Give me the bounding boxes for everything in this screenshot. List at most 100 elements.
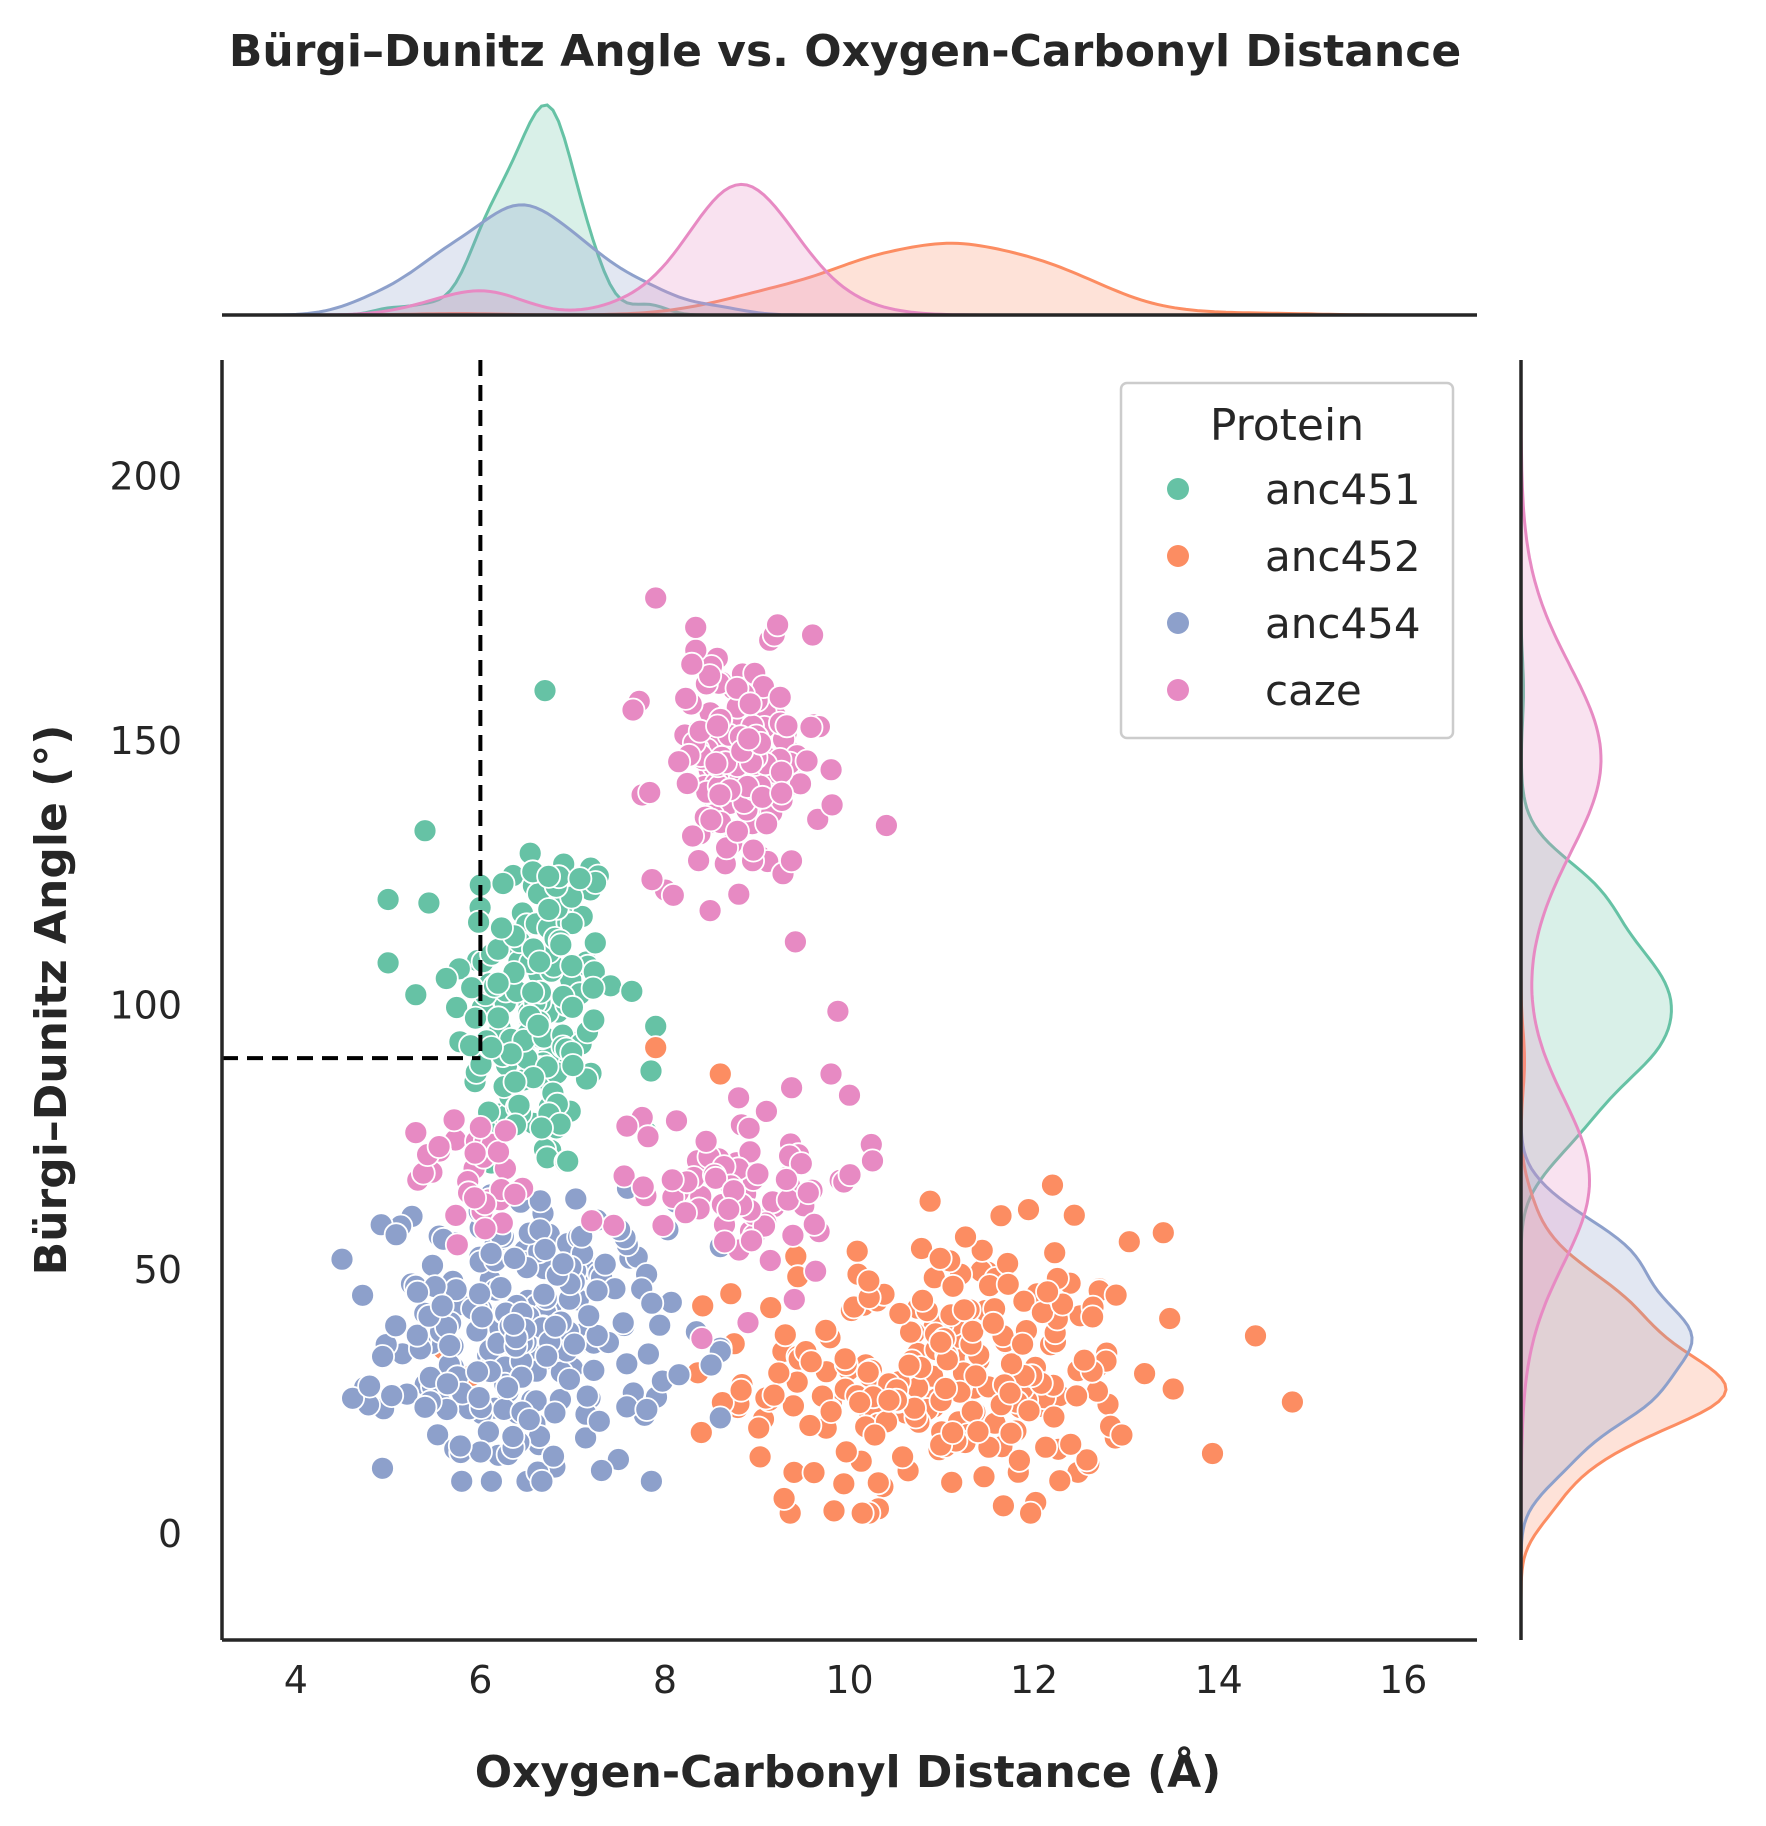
scatter-point-anc452	[1061, 1202, 1087, 1228]
scatter-point-anc452	[801, 1460, 827, 1485]
scatter-point-anc452	[953, 1224, 978, 1250]
scatter-point-anc451	[581, 1007, 607, 1033]
scatter-point-anc454	[589, 1458, 614, 1483]
scatter-point-caze	[664, 1108, 689, 1134]
legend-marker-anc451	[1167, 478, 1189, 500]
scatter-point-anc452	[898, 1319, 923, 1345]
scatter-point-anc452	[813, 1318, 839, 1343]
scatter-point-caze	[462, 1185, 488, 1211]
scatter-point-anc452	[1080, 1304, 1105, 1330]
scatter-point-anc454	[574, 1383, 600, 1409]
scatter-point-anc452	[1116, 1229, 1142, 1255]
scatter-point-anc451	[559, 953, 585, 978]
scatter-point-caze	[601, 1213, 627, 1238]
scatter-point-anc452	[939, 1470, 965, 1495]
legend: Protein anc451 anc452 anc454 caze	[1119, 381, 1455, 740]
scatter-point-anc452	[1132, 1361, 1157, 1386]
scatter-point-anc452	[890, 1444, 915, 1470]
scatter-point-anc452	[1200, 1441, 1225, 1466]
scatter-point-caze	[707, 782, 733, 808]
scatter-point-caze	[788, 1151, 814, 1176]
scatter-point-caze	[726, 1085, 751, 1111]
scatter-point-anc451	[485, 1005, 511, 1031]
x-tick-label: 14	[1194, 1658, 1242, 1702]
legend-label-anc452: anc452	[1265, 532, 1421, 581]
scatter-point-anc454	[562, 1331, 587, 1357]
scatter-point-anc454	[586, 1408, 612, 1434]
scatter-point-caze	[493, 1118, 518, 1144]
scatter-point-anc454	[576, 1303, 602, 1329]
scatter-point-anc452	[1047, 1468, 1073, 1494]
scatter-point-anc451	[536, 897, 562, 922]
scatter-point-anc454	[666, 1362, 692, 1388]
scatter-point-anc454	[698, 1352, 724, 1378]
scatter-point-anc452	[1018, 1500, 1043, 1526]
scatter-point-anc452	[783, 1244, 809, 1269]
scatter-point-caze	[735, 1310, 761, 1335]
scatter-point-anc454	[370, 1455, 395, 1481]
y-tick-labels: 0 50 100 150 200	[109, 454, 182, 1556]
scatter-point-anc454	[647, 1312, 673, 1338]
scatter-point-caze	[611, 1163, 637, 1189]
scatter-point-anc452	[1035, 1279, 1060, 1305]
scatter-point-anc451	[560, 994, 585, 1020]
scatter-point-anc454	[584, 1278, 610, 1304]
scatter-point-caze	[780, 1223, 806, 1248]
legend-entries: anc451 anc452 anc454 caze	[1167, 465, 1421, 715]
scatter-point-anc452	[1016, 1398, 1042, 1424]
scatter-point-anc452	[1109, 1422, 1135, 1448]
scatter-point-caze	[443, 1203, 469, 1228]
scatter-point-anc454	[370, 1344, 396, 1369]
scatter-point-caze	[779, 848, 804, 874]
scatter-point-caze	[686, 848, 711, 873]
scatter-point-anc454	[610, 1310, 636, 1336]
scatter-point-caze	[769, 780, 794, 806]
scatter-point-anc452	[933, 1376, 958, 1401]
scatter-point-caze	[579, 1208, 605, 1234]
x-tick-label: 8	[653, 1658, 677, 1702]
scatter-point-anc454	[383, 1222, 409, 1248]
scatter-point-caze	[874, 813, 899, 838]
scatter-point-anc452	[927, 1246, 953, 1271]
scatter-point-anc452	[940, 1273, 966, 1299]
scatter-point-anc452	[1042, 1240, 1068, 1266]
scatter-point-anc451	[502, 1069, 528, 1095]
scatter-point-anc454	[614, 1351, 640, 1377]
top-kde-fill-anc451	[222, 105, 1477, 315]
scatter-point-anc451	[412, 818, 438, 844]
x-tick-label: 16	[1379, 1658, 1427, 1702]
scatter-point-anc452	[746, 1415, 772, 1441]
y-axis-label: Bürgi–Dunitz Angle (°)	[26, 725, 77, 1276]
legend-frame	[1119, 381, 1455, 740]
scatter-point-anc452	[1103, 1282, 1129, 1308]
scatter-point-caze	[666, 749, 692, 775]
legend-label-caze: caze	[1265, 666, 1362, 715]
scatter-point-caze	[837, 1162, 863, 1188]
scatter-point-caze	[736, 1115, 762, 1141]
scatter-point-anc452	[855, 1359, 881, 1385]
scatter-point-anc452	[1280, 1389, 1305, 1415]
scatter-point-anc452	[995, 1271, 1021, 1297]
scatter-point-anc452	[781, 1393, 806, 1419]
scatter-point-caze	[825, 998, 851, 1024]
scatter-point-anc454	[634, 1397, 660, 1422]
scatter-point-anc451	[489, 915, 514, 941]
scatter-point-caze	[620, 697, 646, 723]
scatter-point-caze	[683, 615, 709, 640]
scatter-point-anc451	[403, 982, 429, 1008]
right-kde-fill-anc454	[1521, 360, 1692, 1640]
scatter-point-anc452	[833, 1439, 859, 1465]
scatter-point-caze	[674, 771, 700, 796]
scatter-point-anc454	[529, 1468, 555, 1494]
scatter-point-anc451	[485, 970, 511, 996]
scatter-point-anc454	[425, 1422, 451, 1448]
scatter-point-anc452	[818, 1399, 844, 1424]
scatter-point-anc452	[971, 1464, 997, 1490]
scatter-point-anc454	[329, 1246, 355, 1272]
x-axis-label: Oxygen-Carbonyl Distance (Å)	[475, 1745, 1222, 1798]
scatter-point-anc452	[896, 1352, 922, 1378]
scatter-point-anc454	[437, 1333, 463, 1358]
scatter-point-anc452	[844, 1238, 870, 1264]
scatter-point-anc454	[465, 1359, 490, 1385]
scatter-point-anc452	[1064, 1383, 1089, 1409]
